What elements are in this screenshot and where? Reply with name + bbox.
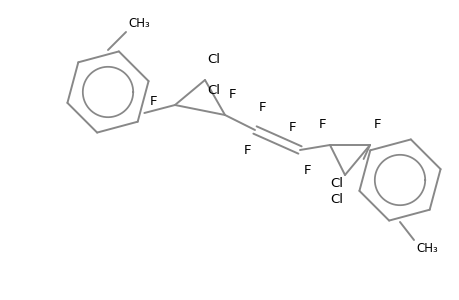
Text: F: F	[258, 101, 266, 114]
Text: F: F	[288, 121, 295, 134]
Text: F: F	[149, 94, 157, 107]
Text: F: F	[243, 144, 251, 157]
Text: Cl: Cl	[207, 53, 219, 66]
Text: Cl: Cl	[329, 177, 342, 190]
Text: F: F	[318, 118, 325, 131]
Text: Cl: Cl	[329, 193, 342, 206]
Text: CH₃: CH₃	[415, 242, 437, 255]
Text: F: F	[373, 118, 381, 131]
Text: Cl: Cl	[207, 84, 219, 97]
Text: F: F	[303, 164, 311, 177]
Text: CH₃: CH₃	[128, 17, 150, 30]
Text: F: F	[229, 88, 236, 101]
